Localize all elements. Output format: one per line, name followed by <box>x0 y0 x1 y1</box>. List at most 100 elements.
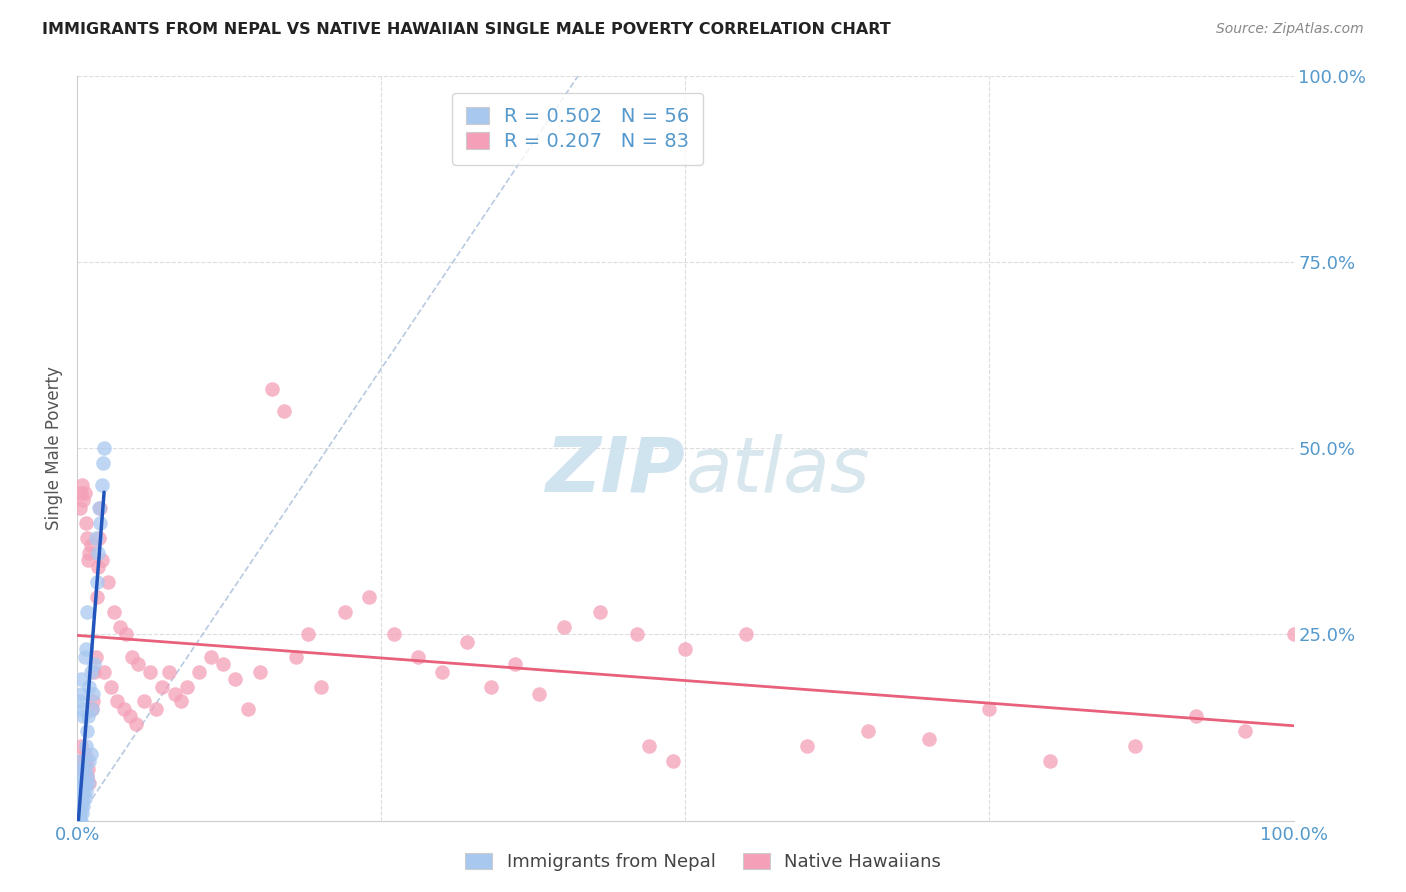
Point <box>90 553 112 567</box>
Point <box>77 553 100 567</box>
Point <box>73 649 96 664</box>
Point <box>69 769 91 783</box>
Point <box>93 665 115 679</box>
Point <box>170 694 193 708</box>
Point <box>87 560 110 574</box>
Point <box>529 687 551 701</box>
Point <box>382 627 405 641</box>
Point <box>107 694 129 708</box>
Point <box>121 649 143 664</box>
Point <box>125 716 148 731</box>
Point <box>260 382 283 396</box>
Point <box>69 784 91 798</box>
Y-axis label: Single Male Poverty: Single Male Poverty <box>45 367 63 530</box>
Point <box>145 702 167 716</box>
Point <box>589 605 612 619</box>
Point <box>91 456 114 470</box>
Point <box>73 486 96 500</box>
Point <box>73 747 96 761</box>
Point <box>82 694 104 708</box>
Point <box>1185 709 1208 723</box>
Point <box>285 649 308 664</box>
Point <box>735 627 758 641</box>
Point <box>79 776 101 790</box>
Point <box>297 627 319 641</box>
Point <box>553 620 575 634</box>
Point <box>76 769 98 783</box>
Point <box>118 709 141 723</box>
Point <box>70 754 93 768</box>
Point <box>163 687 186 701</box>
Point <box>479 680 502 694</box>
Text: ZIP: ZIP <box>546 434 686 508</box>
Point <box>69 798 91 813</box>
Point <box>89 531 111 545</box>
Point <box>70 791 93 805</box>
Point <box>70 776 93 790</box>
Point <box>662 754 685 768</box>
Point <box>70 486 93 500</box>
Point <box>76 531 98 545</box>
Point <box>70 814 93 828</box>
Point <box>75 739 97 753</box>
Point <box>856 724 879 739</box>
Point <box>89 516 111 530</box>
Point <box>139 665 162 679</box>
Point <box>84 531 107 545</box>
Point <box>90 478 112 492</box>
Point <box>76 769 98 783</box>
Text: IMMIGRANTS FROM NEPAL VS NATIVE HAWAIIAN SINGLE MALE POVERTY CORRELATION CHART: IMMIGRANTS FROM NEPAL VS NATIVE HAWAIIAN… <box>42 22 891 37</box>
Point <box>76 724 98 739</box>
Point <box>273 404 295 418</box>
Point <box>77 762 100 776</box>
Point <box>80 702 103 716</box>
Point <box>86 575 108 590</box>
Point <box>75 784 97 798</box>
Text: Source: ZipAtlas.com: Source: ZipAtlas.com <box>1216 22 1364 37</box>
Point <box>79 680 101 694</box>
Point <box>80 665 103 679</box>
Point <box>1125 739 1147 753</box>
Point <box>796 739 818 753</box>
Point <box>157 665 180 679</box>
Point <box>503 657 526 672</box>
Point <box>249 665 271 679</box>
Point <box>76 605 98 619</box>
Point <box>80 747 103 761</box>
Point <box>87 545 110 559</box>
Point <box>82 687 104 701</box>
Point <box>69 806 91 821</box>
Point <box>70 739 93 753</box>
Point <box>212 657 235 672</box>
Point <box>309 680 332 694</box>
Point <box>72 493 94 508</box>
Point <box>89 500 111 515</box>
Point <box>75 754 97 768</box>
Point <box>79 754 101 768</box>
Point <box>70 791 93 805</box>
Point <box>112 702 135 716</box>
Point <box>430 665 453 679</box>
Point <box>70 806 93 821</box>
Legend: Immigrants from Nepal, Native Hawaiians: Immigrants from Nepal, Native Hawaiians <box>458 846 948 879</box>
Point <box>333 605 356 619</box>
Point <box>406 649 429 664</box>
Point <box>73 762 96 776</box>
Point <box>89 500 111 515</box>
Point <box>75 516 97 530</box>
Point <box>626 627 648 641</box>
Point <box>100 680 122 694</box>
Point <box>108 620 131 634</box>
Point <box>69 694 91 708</box>
Point <box>72 784 94 798</box>
Point <box>83 657 105 672</box>
Point <box>224 672 246 686</box>
Point <box>77 776 100 790</box>
Point <box>67 814 90 828</box>
Point <box>84 649 107 664</box>
Point <box>69 776 91 790</box>
Point <box>79 545 101 559</box>
Point <box>80 702 103 716</box>
Point <box>80 538 103 552</box>
Point <box>73 776 96 790</box>
